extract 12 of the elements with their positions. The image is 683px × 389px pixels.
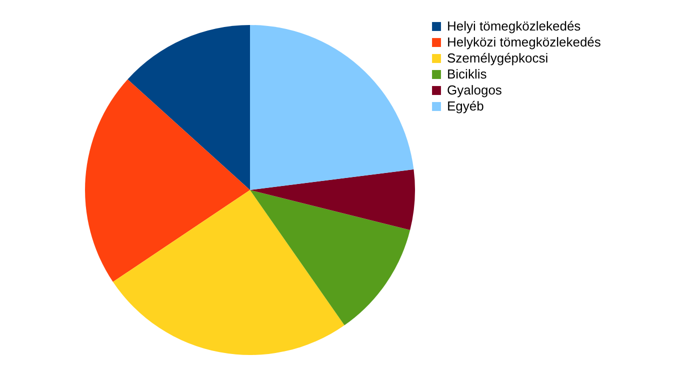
pie-slice — [128, 25, 250, 190]
legend-label: Biciklis — [447, 66, 488, 82]
legend-label: Egyéb — [447, 98, 484, 114]
legend-label: Személygépkocsi — [447, 50, 548, 66]
legend-label: Gyalogos — [447, 82, 502, 98]
legend-label: Helyközi tömegközlekedés — [447, 34, 602, 50]
pie-slice — [250, 190, 410, 326]
pie-slice — [250, 25, 414, 190]
pie-slice — [85, 79, 250, 282]
pie-slice — [112, 190, 344, 355]
legend-label: Helyi tömegközlekedés — [447, 18, 582, 34]
pie-slice — [250, 169, 415, 230]
